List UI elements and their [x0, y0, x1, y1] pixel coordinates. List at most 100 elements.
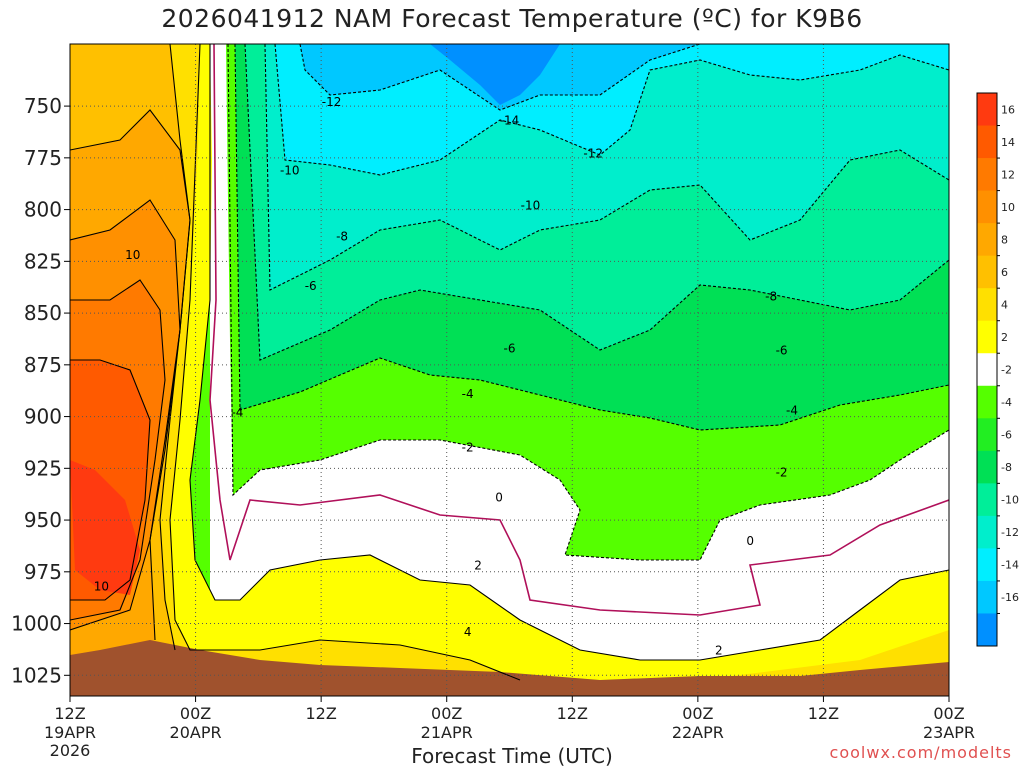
- x-tick-date: 19APR: [44, 723, 96, 742]
- chart-title: 2026041912 NAM Forecast Temperature (ºC)…: [161, 4, 863, 33]
- contour-label: 0: [495, 490, 503, 504]
- colorbar-swatch: [977, 288, 997, 322]
- x-axis-title: Forecast Time (UTC): [411, 744, 613, 768]
- y-tick-label: 825: [24, 249, 62, 273]
- contour-label: -6: [504, 341, 516, 355]
- contour-plus-2: [189, 44, 949, 661]
- contour-label: -6: [776, 343, 788, 357]
- colorbar-label: 4: [1001, 298, 1008, 311]
- colorbar-label: 6: [1001, 266, 1008, 279]
- y-tick-label: 950: [24, 508, 62, 532]
- x-tick-label: 00Z: [682, 704, 713, 723]
- colorbar-swatch: [977, 190, 997, 224]
- colorbar-swatch: [977, 385, 997, 419]
- colorbar-frame: [976, 92, 998, 647]
- y-tick-label: 775: [24, 146, 62, 170]
- y-tick-label: 850: [24, 301, 62, 325]
- contour-label: 2: [715, 643, 723, 657]
- contour-minus-8: [244, 44, 949, 361]
- y-tick-label: 925: [24, 456, 62, 480]
- colorbar-label: -16: [1001, 591, 1019, 604]
- contour-label: -6: [305, 279, 317, 293]
- colorbar-swatch: [977, 93, 997, 127]
- x-tick-date: 21APR: [421, 723, 473, 742]
- grid-lines: [70, 44, 949, 696]
- x-tick-label: 12Z: [808, 704, 839, 723]
- contour-plus-4: [169, 44, 521, 681]
- contour-label: -4: [462, 387, 474, 401]
- colorbar-label: -4: [1001, 396, 1012, 409]
- colorbar-swatch: [977, 158, 997, 192]
- contour-label: 4: [464, 625, 472, 639]
- colorbar-label: -12: [1001, 526, 1019, 539]
- colorbar-swatch: [977, 580, 997, 614]
- colorbar-label: -10: [1001, 494, 1019, 507]
- contour-zero: [209, 44, 949, 616]
- colorbar: 16 14 12 10 8 6 4 2 -2 -4 -6 -8 -10 -12 -14 -16: [976, 92, 1019, 647]
- x-tick-label: 12Z: [54, 704, 85, 723]
- y-tick-label: 875: [24, 353, 62, 377]
- y-tick-label: 975: [24, 560, 62, 584]
- y-tick-label: 1025: [11, 663, 62, 687]
- contour-label: -12: [322, 95, 342, 109]
- contour-plus-10: [70, 199, 181, 631]
- contour-fill: -14 -12 -12 -10 -10 -8 -8 -6 -6 -6 -4 -4 -4 -2 -2 0 0 2 2 4…: [70, 44, 949, 696]
- plot-frame: [69, 43, 950, 697]
- contour-minus-14: [299, 44, 701, 111]
- colorbar-label: -6: [1001, 429, 1012, 442]
- x-tick-label: 00Z: [933, 704, 964, 723]
- colorbar-label: 10: [1001, 201, 1015, 214]
- colorbar-swatch: [977, 483, 997, 517]
- colorbar-label: 12: [1001, 168, 1015, 181]
- colorbar-swatch: [977, 125, 997, 159]
- y-tick-label: 900: [24, 405, 62, 429]
- contour-label: 10: [94, 579, 109, 593]
- x-tick-year: 2026: [50, 741, 91, 760]
- region-plus-16: [70, 460, 140, 595]
- colorbar-label: -2: [1001, 364, 1012, 377]
- contour-minus-6: [234, 44, 949, 431]
- x-tick-label: 00Z: [180, 704, 211, 723]
- colorbar-label: 14: [1001, 136, 1015, 149]
- colorbar-swatch: [977, 255, 997, 289]
- contour-label: -10: [521, 198, 541, 212]
- colorbar-swatch: [977, 320, 997, 354]
- region-minus-2: [210, 44, 949, 696]
- contour-label: 2: [474, 559, 482, 573]
- colorbar-swatch: [977, 353, 997, 387]
- credit-text: coolwx.com/modelts: [829, 743, 1012, 762]
- contour-plus-12: [70, 279, 166, 621]
- contour-label: -10: [280, 163, 300, 177]
- contour-label: -2: [776, 465, 788, 479]
- x-tick-label: 00Z: [431, 704, 462, 723]
- contour-minus-10: [264, 44, 949, 291]
- y-tick-label: 750: [24, 94, 62, 118]
- region-minus-16: [430, 44, 560, 105]
- contour-label: 0: [746, 534, 754, 548]
- colorbar-label: -8: [1001, 461, 1012, 474]
- contour-plus-6: [159, 44, 191, 651]
- colorbar-swatch: [977, 548, 997, 582]
- contour-label: -2: [462, 441, 474, 455]
- colorbar-label: -14: [1001, 559, 1019, 572]
- colorbar-label: 16: [1001, 103, 1015, 116]
- contour-labels: -14 -12 -12 -10 -10 -8 -8 -6 -6 -6 -4 -4 -4 -2 -2 0 0 2 2 4…: [94, 95, 798, 658]
- contour-label: -8: [765, 290, 777, 304]
- colorbar-swatch: [977, 223, 997, 257]
- colorbar-swatch: [977, 450, 997, 484]
- y-axis: 750 775 800 825 850 875 900 925 950 975 1000 1025: [11, 94, 70, 687]
- contour-minus-12: [274, 44, 949, 176]
- contour-label: -8: [336, 229, 348, 243]
- x-tick-date: 23APR: [923, 723, 975, 742]
- region-minus-12: [275, 44, 949, 175]
- contour-label: -4: [786, 403, 798, 417]
- contour-label: -14: [500, 114, 520, 128]
- colorbar-label: 2: [1001, 331, 1008, 344]
- y-tick-label: 800: [24, 198, 62, 222]
- x-tick-label: 12Z: [305, 704, 336, 723]
- terrain: [70, 640, 949, 696]
- contour-plus-14: [70, 359, 151, 601]
- x-tick-date: 20APR: [170, 723, 222, 742]
- colorbar-swatch: [977, 418, 997, 452]
